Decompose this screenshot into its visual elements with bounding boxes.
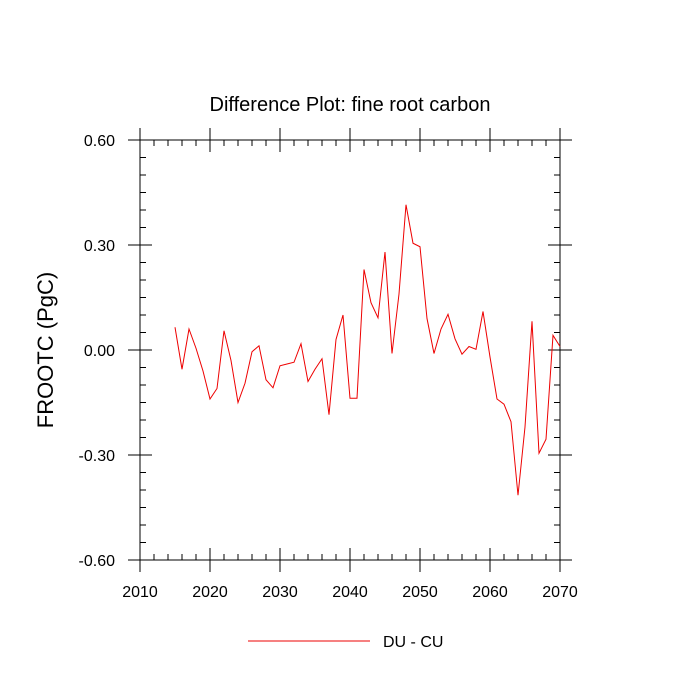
legend-label-du-cu: DU - CU	[383, 634, 443, 651]
plot-frame	[139, 139, 561, 561]
y-tick-label: -0.60	[79, 553, 116, 570]
y-tick-label: 0.00	[84, 343, 115, 360]
y-tick-labels: -0.60 -0.30 0.00 0.30 0.60	[79, 133, 116, 570]
x-tick-labels: 2010 2020 2030 2040 2050 2060 2070	[122, 584, 578, 601]
chart-title: Difference Plot: fine root carbon	[210, 94, 491, 116]
legend: DU - CU	[248, 634, 443, 651]
series-line-du-cu	[174, 204, 561, 496]
x-tick-label: 2040	[332, 584, 368, 601]
x-tick-label: 2060	[472, 584, 508, 601]
x-tick-label: 2050	[402, 584, 438, 601]
axis-ticks	[128, 128, 572, 572]
y-tick-label: 0.30	[84, 238, 115, 255]
x-tick-label: 2010	[122, 584, 158, 601]
x-tick-label: 2070	[542, 584, 578, 601]
y-tick-label: 0.60	[84, 133, 115, 150]
y-axis-label: FROOTC (PgC)	[33, 272, 58, 428]
y-tick-label: -0.30	[79, 448, 116, 465]
x-tick-label: 2030	[262, 584, 298, 601]
x-tick-label: 2020	[192, 584, 228, 601]
